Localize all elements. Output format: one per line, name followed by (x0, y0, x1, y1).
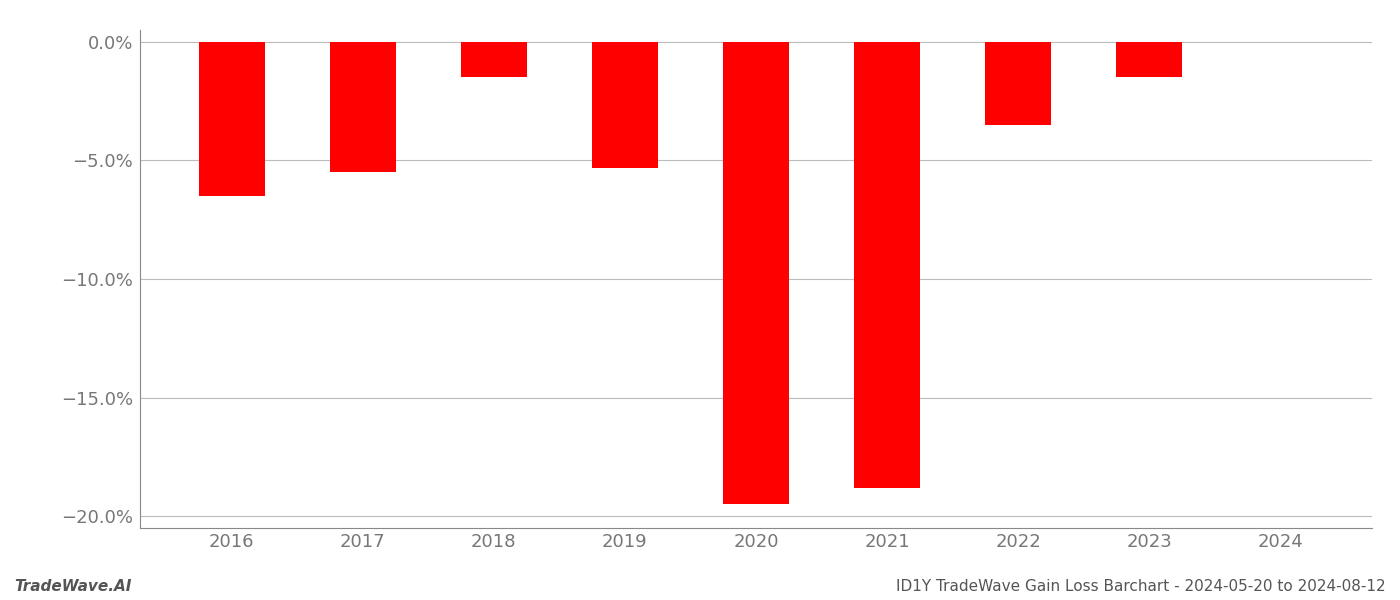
Text: ID1Y TradeWave Gain Loss Barchart - 2024-05-20 to 2024-08-12: ID1Y TradeWave Gain Loss Barchart - 2024… (896, 579, 1386, 594)
Bar (724, 42, 788, 504)
Bar (461, 42, 526, 77)
Bar (199, 42, 265, 196)
Text: TradeWave.AI: TradeWave.AI (14, 579, 132, 594)
Bar (592, 42, 658, 167)
Bar (1116, 42, 1182, 77)
Bar (854, 42, 920, 488)
Bar (330, 42, 396, 172)
Bar (986, 42, 1051, 125)
